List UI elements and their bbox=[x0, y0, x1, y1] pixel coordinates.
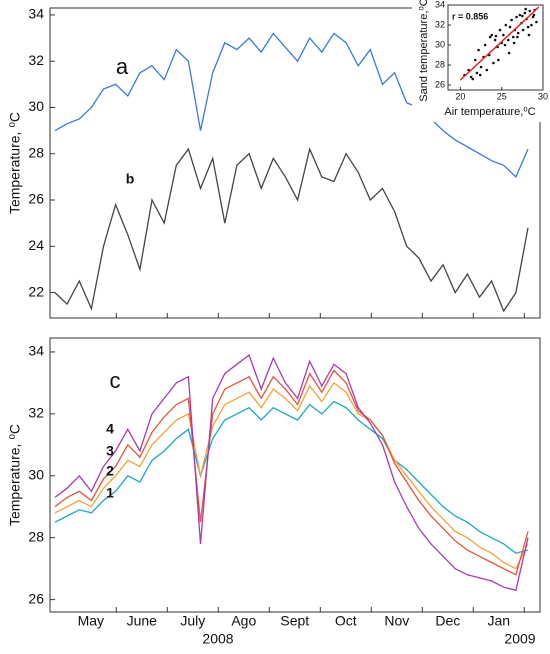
x-tick-label: Ago bbox=[231, 613, 256, 629]
y-tick-label: 34 bbox=[28, 6, 44, 22]
scatter-point bbox=[521, 28, 525, 32]
scatter-point bbox=[535, 20, 538, 24]
x-tick-label: July bbox=[180, 613, 205, 629]
y-tick-label: 32 bbox=[28, 405, 44, 421]
scatter-point bbox=[532, 13, 536, 17]
scatter-point bbox=[531, 15, 535, 19]
series-line bbox=[54, 400, 529, 554]
y-tick-label: 30 bbox=[435, 39, 445, 49]
x-tick-label: 25 bbox=[497, 91, 507, 101]
x-tick-label: 20 bbox=[455, 91, 465, 101]
y-axis-label: Temperature, ⁰C bbox=[7, 424, 23, 526]
year-label: 2008 bbox=[202, 631, 233, 647]
scatter-point bbox=[473, 58, 477, 62]
x-tick-label: Dec bbox=[435, 613, 460, 629]
fit-line bbox=[459, 6, 540, 81]
y-tick-label: 32 bbox=[28, 52, 44, 68]
series-line bbox=[54, 147, 529, 313]
scatter-point bbox=[503, 43, 507, 47]
y-tick-label: 26 bbox=[28, 191, 44, 207]
scatter-point bbox=[511, 35, 515, 39]
scatter-point bbox=[498, 28, 502, 32]
y-tick-label: 24 bbox=[28, 237, 44, 253]
scatter-point bbox=[516, 31, 520, 35]
scatter-point bbox=[524, 7, 527, 11]
x-axis-label: Air temperature,⁰C bbox=[444, 106, 535, 118]
scatter-point bbox=[515, 15, 518, 19]
series-line bbox=[54, 369, 529, 576]
plot-frame bbox=[49, 7, 541, 319]
y-tick-label: 34 bbox=[435, 0, 445, 9]
annotation: 3 bbox=[106, 443, 114, 459]
scatter-point bbox=[475, 71, 479, 75]
y-tick-label: 28 bbox=[28, 528, 44, 544]
y-tick-label: 30 bbox=[28, 466, 44, 482]
scatter-point bbox=[492, 61, 495, 65]
annotation: 1 bbox=[106, 485, 114, 501]
annotation: 4 bbox=[106, 421, 114, 437]
annotation: r = 0.856 bbox=[452, 11, 488, 21]
scatter-point bbox=[521, 14, 524, 18]
annotation: a bbox=[116, 54, 129, 79]
y-tick-label: 22 bbox=[28, 283, 44, 299]
x-tick-label: June bbox=[127, 613, 158, 629]
series-line bbox=[54, 353, 529, 592]
y-tick-label: 26 bbox=[28, 590, 44, 606]
year-label: 2009 bbox=[504, 631, 535, 647]
scatter-point bbox=[488, 35, 492, 39]
y-axis-label: Sand temperature,⁰C bbox=[418, 0, 430, 102]
plot-frame bbox=[49, 337, 541, 613]
scatter-point bbox=[478, 73, 482, 77]
series-line bbox=[54, 32, 529, 179]
y-tick-label: 34 bbox=[28, 343, 44, 359]
scatter-point bbox=[471, 77, 475, 81]
x-tick-label: May bbox=[78, 613, 104, 629]
scatter-point bbox=[523, 11, 527, 15]
x-tick-label: Jan bbox=[488, 613, 511, 629]
scatter-point bbox=[516, 35, 519, 39]
x-tick-label: Nov bbox=[384, 613, 409, 629]
y-axis-label: Temperature, ⁰C bbox=[7, 112, 23, 214]
scatter-point bbox=[507, 38, 510, 42]
scatter-point bbox=[502, 33, 505, 37]
y-tick-label: 30 bbox=[28, 98, 44, 114]
scatter-point bbox=[493, 38, 497, 42]
y-tick-label: 28 bbox=[28, 144, 44, 160]
inset-frame bbox=[447, 4, 544, 91]
scatter-point bbox=[512, 41, 516, 45]
scatter-point bbox=[490, 33, 494, 37]
scatter-point bbox=[477, 48, 480, 52]
annotation: 2 bbox=[106, 463, 114, 479]
y-tick-label: 32 bbox=[435, 19, 445, 29]
scatter-point bbox=[508, 25, 512, 29]
x-tick-label: Sept bbox=[280, 613, 309, 629]
scatter-point bbox=[467, 68, 470, 72]
scatter-point bbox=[479, 65, 483, 69]
x-tick-label: 30 bbox=[538, 91, 548, 101]
scatter-point bbox=[526, 25, 530, 29]
scatter-point bbox=[507, 51, 511, 55]
scatter-point bbox=[530, 23, 533, 27]
scatter-point bbox=[528, 9, 532, 13]
annotation: c bbox=[110, 368, 121, 393]
y-tick-label: 26 bbox=[435, 79, 445, 89]
scatter-point bbox=[518, 13, 522, 17]
y-tick-label: 28 bbox=[435, 59, 445, 69]
scatter-point bbox=[510, 18, 513, 22]
scatter-point bbox=[497, 58, 500, 62]
scatter-point bbox=[494, 34, 498, 38]
annotation: b bbox=[126, 171, 135, 187]
scatter-point bbox=[469, 75, 473, 79]
scatter-point bbox=[485, 68, 489, 72]
scatter-point bbox=[483, 43, 487, 47]
scatter-point bbox=[527, 33, 531, 37]
scatter-point bbox=[504, 23, 508, 27]
series-line bbox=[54, 381, 529, 570]
x-tick-label: Oct bbox=[335, 613, 357, 629]
